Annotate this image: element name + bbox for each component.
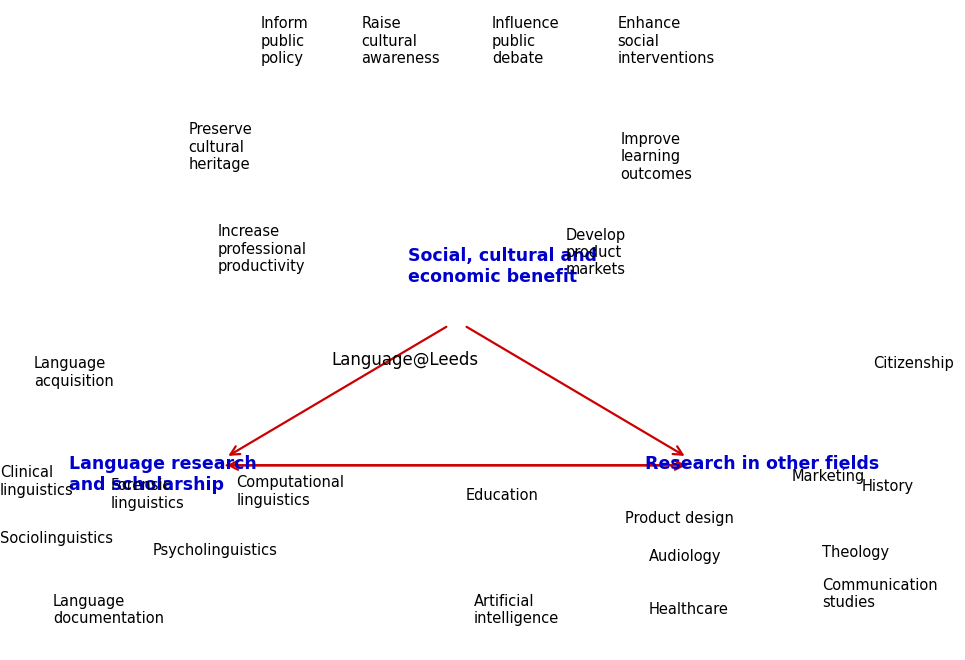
Text: Theology: Theology — [822, 544, 890, 560]
Text: Audiology: Audiology — [648, 549, 721, 564]
Text: Sociolinguistics: Sociolinguistics — [0, 531, 113, 546]
Text: Improve
learning
outcomes: Improve learning outcomes — [620, 132, 692, 182]
Text: Enhance
social
interventions: Enhance social interventions — [618, 16, 714, 66]
Text: Marketing: Marketing — [791, 469, 865, 484]
Text: Product design: Product design — [625, 512, 734, 527]
Text: Psycholinguistics: Psycholinguistics — [152, 543, 277, 558]
Text: Inform
public
policy: Inform public policy — [261, 16, 309, 66]
Text: Language
acquisition: Language acquisition — [34, 356, 114, 389]
Text: Computational
linguistics: Computational linguistics — [236, 475, 345, 508]
Text: Influence
public
debate: Influence public debate — [492, 16, 560, 66]
Text: Communication
studies: Communication studies — [822, 578, 938, 610]
Text: Clinical
linguistics: Clinical linguistics — [0, 465, 73, 498]
Text: Artificial
intelligence: Artificial intelligence — [474, 594, 559, 626]
Text: Social, cultural and
economic benefit: Social, cultural and economic benefit — [408, 248, 597, 286]
Text: Language
documentation: Language documentation — [53, 594, 164, 626]
Text: Language@Leeds: Language@Leeds — [332, 350, 479, 369]
Text: Preserve
cultural
heritage: Preserve cultural heritage — [188, 122, 252, 172]
Text: Increase
professional
productivity: Increase professional productivity — [218, 224, 307, 274]
Text: Raise
cultural
awareness: Raise cultural awareness — [361, 16, 440, 66]
Text: Education: Education — [465, 488, 538, 504]
Text: Citizenship: Citizenship — [873, 356, 954, 372]
Text: Research in other fields: Research in other fields — [645, 455, 879, 473]
Text: Forensic
linguistics: Forensic linguistics — [111, 478, 184, 511]
Text: Language research
and scholarship: Language research and scholarship — [69, 455, 258, 494]
Text: Develop
product
markets: Develop product markets — [565, 228, 625, 277]
Text: Healthcare: Healthcare — [648, 602, 729, 617]
Text: History: History — [862, 479, 914, 494]
